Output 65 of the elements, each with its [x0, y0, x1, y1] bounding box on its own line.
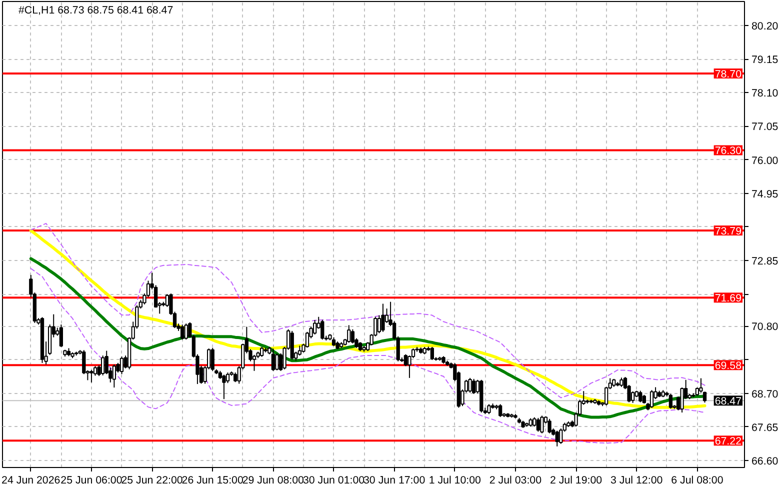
candlestick — [112, 364, 116, 388]
x-tick-label: 1 Jul 10:00 — [428, 474, 482, 486]
candlestick — [275, 352, 279, 371]
candlestick — [312, 320, 317, 335]
candlestick — [305, 331, 310, 348]
y-tick-label: 77.05 — [752, 121, 778, 134]
y-tick-label: 79.15 — [752, 54, 778, 66]
candlestick — [381, 303, 385, 332]
x-tick-label: 2 Jul 19:00 — [550, 474, 602, 486]
ref-line-label: 78.70 — [714, 68, 742, 80]
y-tick-label: 66.60 — [752, 455, 778, 468]
candlestick — [540, 415, 544, 434]
candlestick — [120, 356, 124, 375]
candlestick — [548, 418, 552, 434]
y-tick-label: 67.65 — [752, 422, 778, 434]
x-tick-label: 3 Jul 12:00 — [610, 474, 663, 486]
y-tick-label: 72.85 — [752, 256, 778, 268]
candlestick — [222, 374, 226, 400]
candlestick — [320, 319, 324, 340]
candlestick — [536, 417, 540, 432]
candlestick — [298, 345, 302, 356]
x-tick-label: 25 Jun 22:00 — [121, 474, 183, 486]
candlestick — [532, 416, 536, 428]
y-tick-label: 74.95 — [752, 188, 778, 200]
candlestick — [350, 328, 355, 344]
x-tick-label: 24 Jun 2026 — [2, 474, 60, 486]
candlestick — [472, 378, 476, 394]
ref-line-label: 73.79 — [714, 226, 742, 238]
candlestick — [210, 347, 214, 372]
candlestick — [430, 346, 434, 361]
chart-title: #CL,H1 68.73 68.75 68.41 68.47 — [18, 4, 174, 16]
candlestick — [90, 369, 94, 383]
candlestick — [668, 393, 673, 410]
x-tick-label: 6 Jul 08:00 — [671, 474, 724, 486]
candlestick — [650, 390, 654, 409]
y-tick-label: 70.80 — [752, 321, 778, 334]
ref-line-label: 69.58 — [714, 360, 742, 372]
x-tick-label: 2 Jul 03:00 — [489, 474, 542, 486]
candlestick — [638, 390, 642, 403]
ref-line-label: 76.30 — [714, 145, 742, 158]
x-tick-label: 26 Jun 15:00 — [182, 474, 244, 486]
candlestick — [347, 324, 351, 344]
candlestick — [59, 324, 64, 348]
x-tick-label: 30 Jun 01:00 — [302, 474, 365, 486]
y-tick-label: 78.10 — [752, 88, 778, 100]
ref-line-label: 67.22 — [714, 436, 742, 448]
candlestick — [260, 346, 264, 358]
y-tick-label: 68.70 — [752, 388, 778, 400]
y-tick-label: 80.20 — [752, 20, 778, 32]
candlestick — [252, 354, 256, 372]
candlestick — [487, 404, 491, 415]
ref-line-label: 71.69 — [714, 292, 742, 305]
candlestick — [498, 404, 502, 418]
candlestick — [620, 377, 624, 388]
x-tick-label: 29 Jun 08:00 — [242, 474, 304, 486]
candlestick — [180, 324, 184, 340]
ref-line-label: 68.47 — [714, 396, 742, 408]
x-tick-label: 30 Jun 17:00 — [364, 474, 426, 486]
candlestick — [184, 323, 188, 340]
candlestick — [271, 348, 276, 372]
candlestick — [555, 430, 559, 447]
x-tick-label: 25 Jun 06:00 — [60, 474, 122, 486]
candlestick — [468, 377, 472, 394]
candlestick — [100, 355, 105, 376]
y-tick-label: 76.00 — [752, 154, 778, 167]
